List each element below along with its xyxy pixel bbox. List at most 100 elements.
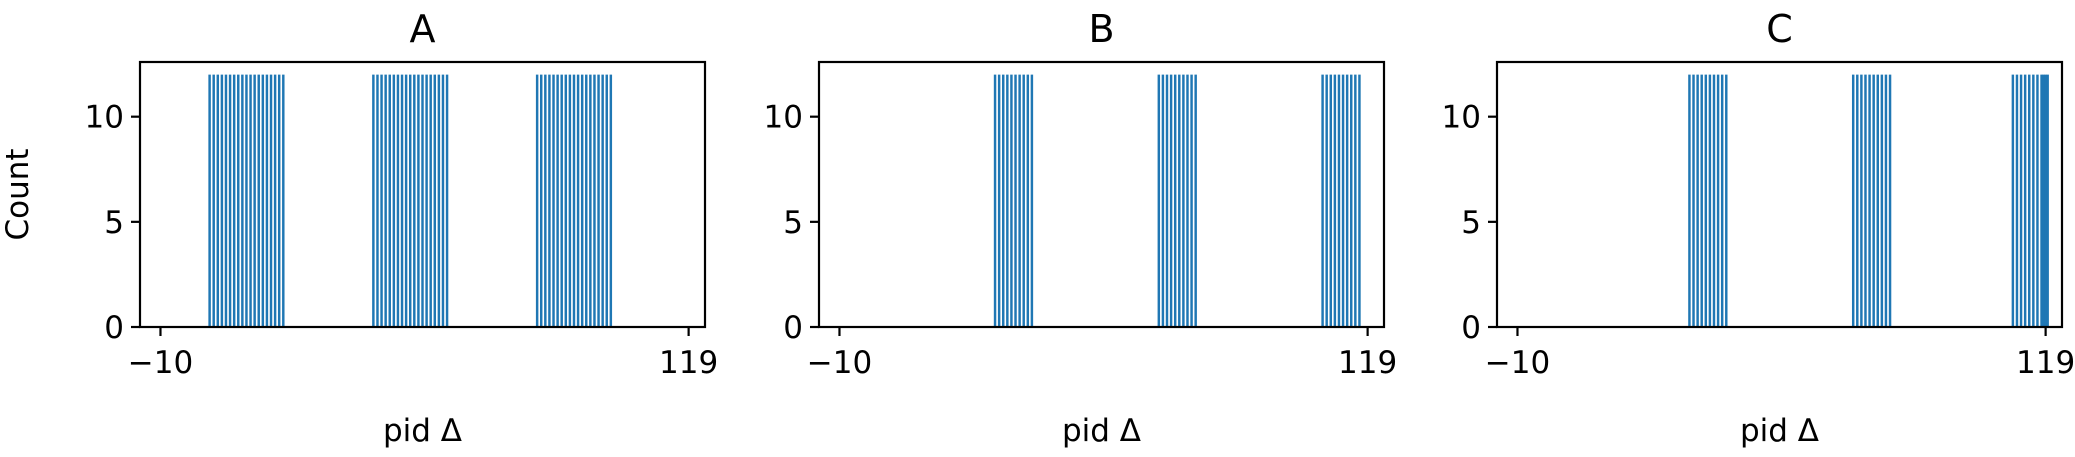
bar-a-51	[589, 74, 592, 328]
panel-title-c: C	[1766, 7, 1793, 51]
bar-a-21	[380, 74, 383, 328]
bar-c-15	[1872, 74, 1875, 328]
bar-b-24	[1337, 74, 1341, 328]
panel-a: 0 5 10 −10 119 A pid Δ Count	[0, 7, 718, 449]
bar-b-5	[1014, 74, 1017, 328]
y-tick-label-b-0: 0	[783, 310, 803, 346]
bar-b-21	[1325, 74, 1328, 328]
bar-c-11	[1856, 74, 1859, 328]
bar-b-4	[1010, 74, 1013, 328]
bar-c-4	[1704, 74, 1708, 328]
y-tick-label-c-0: 0	[1461, 310, 1481, 346]
bar-a-12	[257, 74, 260, 328]
x-tick-label-b-0: −10	[807, 345, 872, 381]
bar-c-6	[1712, 74, 1716, 328]
bar-a-37	[445, 74, 449, 328]
bar-b-28	[1354, 74, 1357, 328]
bar-c-8	[1720, 74, 1724, 328]
ticks-b: 0 5 10 −10 119	[764, 100, 1398, 381]
x-tick-label-a-0: −10	[128, 345, 193, 381]
bar-c-17	[1880, 74, 1884, 328]
bar-a-10	[249, 74, 252, 328]
bar-b-6	[1018, 74, 1021, 328]
bar-a-30	[417, 74, 420, 328]
y-axis-label: Count	[0, 148, 36, 240]
bar-b-1	[997, 74, 1001, 328]
bar-a-36	[441, 74, 445, 328]
bar-a-52	[593, 74, 596, 328]
bar-a-54	[601, 74, 604, 328]
bar-a-8	[241, 74, 244, 328]
bar-b-19	[1194, 74, 1197, 328]
bar-b-13	[1169, 74, 1173, 328]
bar-a-0	[208, 74, 211, 328]
bar-a-49	[580, 74, 584, 328]
bar-a-29	[413, 74, 416, 328]
bar-b-17	[1186, 74, 1189, 328]
bar-c-30	[2046, 74, 2049, 328]
bar-c-9	[1725, 74, 1728, 328]
plot-frame-a	[138, 60, 707, 329]
bar-c-14	[1868, 74, 1871, 328]
x-tick-label-b-1: 119	[1338, 345, 1397, 381]
panel-b: 0 5 10 −10 119 B pid Δ	[764, 7, 1398, 449]
bar-a-16	[273, 74, 277, 328]
y-tick-label-b-2: 10	[764, 100, 803, 136]
bar-a-53	[597, 74, 600, 328]
bar-c-5	[1708, 74, 1712, 328]
bar-b-23	[1333, 74, 1337, 328]
bar-b-10	[1157, 74, 1161, 328]
bar-b-16	[1182, 74, 1185, 328]
bar-a-43	[556, 74, 559, 328]
bar-b-7	[1022, 74, 1025, 328]
bars-b	[993, 74, 1361, 328]
x-tick-label-c-1: 119	[2016, 345, 2075, 381]
bar-b-18	[1190, 74, 1193, 328]
x-tick-label-c-0: −10	[1485, 345, 1550, 381]
bar-a-22	[384, 74, 387, 328]
plot-frame-c	[1495, 60, 2064, 329]
bar-a-41	[548, 74, 551, 328]
bar-a-48	[576, 74, 580, 328]
bar-c-13	[1864, 74, 1867, 328]
bar-c-18	[1884, 74, 1888, 328]
bar-c-23	[2023, 74, 2027, 328]
bar-b-9	[1030, 74, 1034, 328]
bar-c-22	[2019, 74, 2023, 328]
bar-a-38	[535, 74, 539, 328]
bar-c-21	[2015, 74, 2019, 328]
bar-a-28	[408, 74, 412, 328]
bar-a-20	[376, 74, 379, 328]
bar-a-13	[261, 74, 265, 328]
bar-c-3	[1700, 74, 1703, 328]
bar-b-8	[1026, 74, 1030, 328]
bar-c-29	[2044, 74, 2047, 328]
y-tick-label-c-2: 10	[1442, 100, 1481, 136]
bar-c-27	[2040, 74, 2043, 328]
bar-c-25	[2032, 74, 2035, 328]
bar-a-9	[245, 74, 248, 328]
panel-c: 0 5 10 −10 119 C pid Δ	[1442, 7, 2075, 449]
bar-a-47	[572, 74, 576, 328]
bar-a-18	[282, 74, 285, 328]
bar-a-46	[568, 74, 572, 328]
bar-a-40	[544, 74, 547, 328]
bar-c-16	[1876, 74, 1879, 328]
plot-frame-b	[817, 60, 1386, 329]
bar-a-27	[404, 74, 408, 328]
bar-a-35	[437, 74, 441, 328]
bar-c-20	[2011, 74, 2015, 328]
bar-a-17	[277, 74, 281, 328]
bar-a-56	[609, 74, 613, 328]
bar-a-44	[560, 74, 563, 328]
ticks-c: 0 5 10 −10 119	[1442, 100, 2075, 381]
bar-a-25	[396, 74, 400, 328]
bar-c-26	[2036, 74, 2039, 328]
bar-a-7	[237, 74, 240, 328]
bar-c-28	[2042, 74, 2045, 328]
bar-a-19	[372, 74, 375, 328]
bar-b-12	[1165, 74, 1169, 328]
bar-a-5	[228, 74, 232, 328]
bar-a-55	[605, 74, 608, 328]
bar-a-45	[564, 74, 568, 328]
